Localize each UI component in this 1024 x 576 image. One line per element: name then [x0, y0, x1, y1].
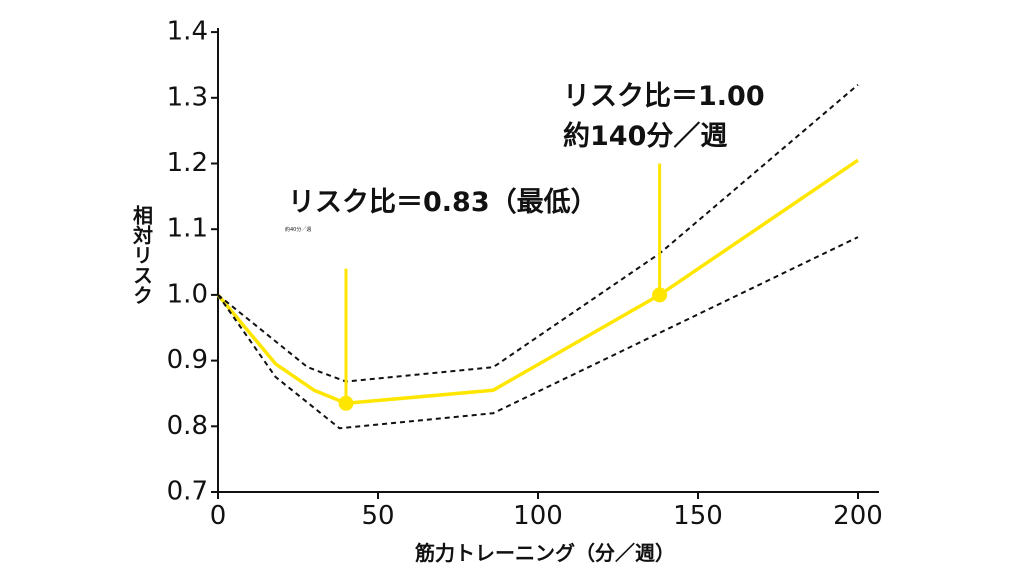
- annotation-min-sublabel: 約40分／週: [285, 226, 311, 233]
- x-tick-label: 100: [513, 501, 563, 531]
- y-tick-label: 1.4: [167, 17, 208, 47]
- y-tick-label: 1.1: [167, 214, 208, 244]
- annotation-one-sublabel: 約140分／週: [563, 120, 727, 152]
- series-lines: [216, 83, 859, 430]
- x-tick-label: 0: [210, 501, 227, 531]
- y-tick-label: 0.7: [167, 477, 208, 507]
- annotation-min-label: リスク比＝0.83（最低）: [288, 187, 598, 218]
- tick-labels: 0.7 0.8 0.9 1.0 1.1 1.2 1.3 1.4 0 50 100 150 200: [167, 17, 883, 531]
- y-tick-label: 0.8: [167, 411, 208, 441]
- y-tick-label: 1.3: [167, 82, 208, 112]
- annotation-one-label: リスク比＝1.00: [563, 81, 765, 112]
- highlight-markers: [338, 163, 668, 411]
- highlight-point-1: [652, 287, 668, 303]
- x-axis-label: 筋力トレーニング（分／週）: [415, 541, 675, 565]
- highlight-point-0: [338, 395, 354, 411]
- x-tick-label: 200: [833, 501, 883, 531]
- x-tick-label: 150: [673, 501, 723, 531]
- y-axis-label: 相対リスク: [130, 204, 154, 305]
- x-tick-label: 50: [361, 501, 394, 531]
- axes: [211, 28, 879, 499]
- series-line-lower: [217, 236, 859, 430]
- y-tick-label: 1.2: [167, 148, 208, 178]
- series-line-upper: [217, 83, 859, 383]
- y-tick-label: 1.0: [167, 279, 208, 309]
- y-tick-label: 0.9: [167, 345, 208, 375]
